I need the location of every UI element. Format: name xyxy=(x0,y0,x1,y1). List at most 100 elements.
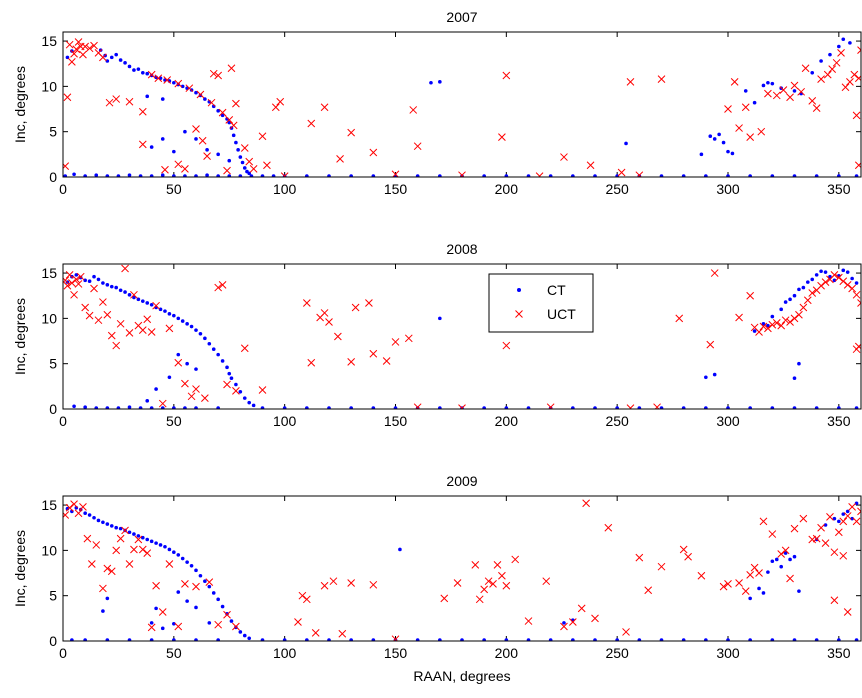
ct-point xyxy=(145,301,150,305)
ct-point xyxy=(160,173,165,177)
uct-point xyxy=(307,119,316,128)
ct-point xyxy=(109,524,114,528)
ct-point xyxy=(172,550,176,554)
ct-point xyxy=(136,297,141,302)
uct-point xyxy=(795,310,803,319)
uct-point xyxy=(759,322,768,331)
ct-point xyxy=(207,341,212,346)
x-tick-label: 50 xyxy=(166,181,182,197)
uct-point xyxy=(147,70,156,79)
ct-point xyxy=(699,152,704,157)
uct-point xyxy=(320,309,329,317)
ct-point xyxy=(234,140,238,145)
ct-point xyxy=(211,591,216,595)
series-ct xyxy=(65,501,859,641)
uct-point xyxy=(125,560,134,568)
uct-point xyxy=(577,604,586,613)
ct-point xyxy=(236,148,240,152)
uct-point xyxy=(147,328,156,336)
ct-point xyxy=(160,626,165,631)
ct-point xyxy=(726,638,730,641)
uct-point xyxy=(258,132,267,141)
ct-point xyxy=(271,174,276,177)
uct-point xyxy=(832,58,841,67)
uct-point xyxy=(192,125,200,133)
ct-point xyxy=(770,559,775,564)
ct-point xyxy=(850,516,854,521)
uct-point xyxy=(404,334,413,343)
x-tick-label: 50 xyxy=(166,413,182,429)
ct-point xyxy=(149,302,154,307)
ct-point xyxy=(788,297,792,302)
ct-point xyxy=(211,347,216,351)
ct-point xyxy=(198,331,203,336)
ct-point xyxy=(752,329,757,333)
uct-point xyxy=(857,46,861,54)
ct-point xyxy=(828,52,832,57)
ct-point xyxy=(438,406,442,409)
uct-point xyxy=(837,48,845,57)
ct-point xyxy=(141,299,145,303)
ct-point xyxy=(504,406,509,409)
uct-point xyxy=(276,97,285,106)
uct-point xyxy=(826,512,834,521)
uct-point xyxy=(524,617,533,625)
x-tick-label: 0 xyxy=(59,181,67,197)
uct-point xyxy=(764,324,772,333)
uct-point xyxy=(181,379,189,388)
uct-point xyxy=(63,281,72,290)
ct-point xyxy=(548,174,553,177)
uct-point xyxy=(622,628,630,636)
ct-point xyxy=(194,174,198,177)
uct-point xyxy=(258,386,267,394)
ct-point xyxy=(114,52,118,57)
y-tick-label: 15 xyxy=(41,265,57,281)
ct-point xyxy=(398,547,402,552)
ct-point xyxy=(779,307,783,312)
ct-point xyxy=(163,544,167,549)
uct-point xyxy=(790,524,799,533)
ct-point xyxy=(149,638,154,641)
ct-point xyxy=(138,174,143,177)
uct-point xyxy=(76,272,85,281)
uct-point xyxy=(138,140,147,149)
ct-point xyxy=(83,174,87,177)
ct-point xyxy=(721,140,726,145)
uct-point xyxy=(90,41,98,50)
uct-point xyxy=(697,571,706,580)
ct-point xyxy=(770,638,775,641)
uct-point xyxy=(227,64,236,73)
uct-point xyxy=(741,103,750,112)
panel-2008: 2008 0 50 100 150 200 250 300 350 0 5 10 15 Inc, degr… xyxy=(12,241,862,429)
uct-point xyxy=(852,517,861,526)
uct-point xyxy=(843,280,852,289)
ct-point xyxy=(183,406,187,409)
ct-point xyxy=(593,638,597,641)
ct-point xyxy=(429,80,433,85)
x-tick-label: 350 xyxy=(827,645,851,661)
ct-point xyxy=(185,599,189,603)
ct-point xyxy=(810,277,815,282)
ct-point xyxy=(176,352,181,357)
uct-point xyxy=(203,152,211,161)
uct-point xyxy=(777,550,786,558)
ct-point xyxy=(145,537,150,542)
uct-point xyxy=(302,299,311,307)
ct-point xyxy=(105,596,110,601)
ct-point xyxy=(837,174,841,177)
uct-point xyxy=(626,77,635,86)
ct-point xyxy=(172,621,176,626)
uct-point xyxy=(817,523,825,532)
uct-point xyxy=(799,303,808,312)
ct-point xyxy=(118,58,123,62)
uct-point xyxy=(74,280,83,288)
uct-point xyxy=(591,614,599,623)
ct-point xyxy=(180,84,185,89)
ct-point xyxy=(167,375,172,380)
uct-point xyxy=(741,587,750,596)
ct-point xyxy=(141,535,145,540)
ct-point xyxy=(149,145,154,149)
x-tick-label: 50 xyxy=(166,645,182,661)
ct-point xyxy=(105,59,110,63)
ct-point xyxy=(854,281,859,285)
